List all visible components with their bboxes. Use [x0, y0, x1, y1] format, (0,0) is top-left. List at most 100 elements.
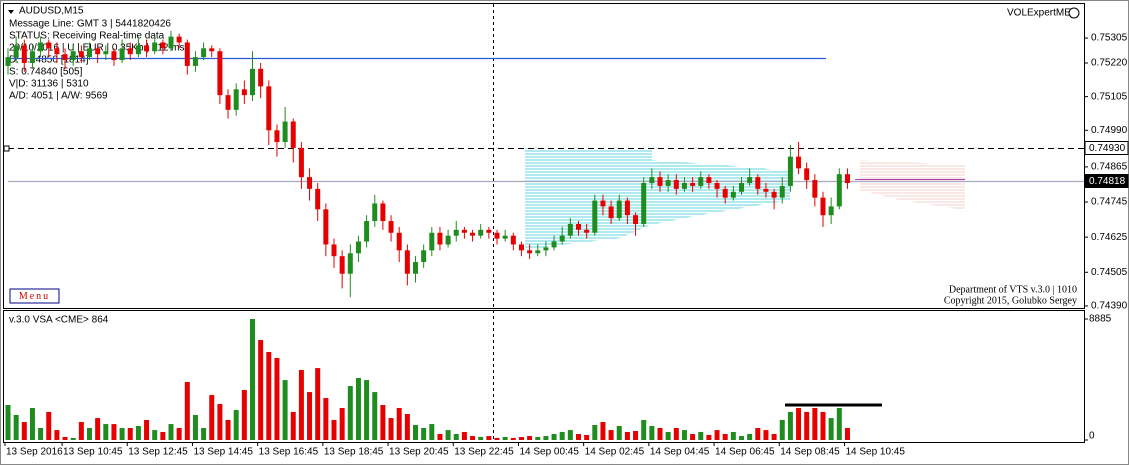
volume-bar	[62, 437, 68, 440]
x-tick-label: 14 Sep 10:45	[845, 447, 905, 458]
candle-body	[144, 45, 150, 52]
volume-bar	[209, 395, 215, 440]
candle-body	[396, 232, 402, 251]
volume-bar	[624, 431, 630, 440]
candle-body	[804, 168, 810, 181]
volume-bar	[119, 428, 125, 440]
candle-body	[152, 42, 158, 52]
indicator-icon[interactable]	[1068, 7, 1080, 19]
candle-body	[698, 177, 704, 186]
volume-bar	[518, 437, 524, 440]
volume-bar	[641, 419, 647, 440]
x-tick-label: 14 Sep 00:45	[519, 447, 579, 458]
candle-body	[364, 221, 370, 242]
candle-body	[307, 177, 313, 189]
volume-bar	[103, 424, 109, 440]
volume-bar	[78, 422, 84, 440]
x-tick-label: 14 Sep 08:45	[780, 447, 840, 458]
candle-body	[437, 232, 443, 245]
volume-bar	[413, 425, 418, 440]
info-line: V|D: 31136 | 5310	[9, 79, 89, 90]
candle-body	[755, 177, 761, 189]
candle-body	[78, 51, 84, 58]
y-tick-label: 0.74390	[1091, 301, 1128, 312]
indicator-name: VOLExpertME	[1007, 8, 1071, 19]
candle-body	[828, 206, 834, 216]
volume-bar	[184, 381, 190, 440]
volume-bar	[168, 424, 174, 440]
candle-body	[5, 57, 11, 66]
candle-body	[453, 229, 459, 236]
menu-button[interactable]	[9, 288, 60, 304]
volume-bar	[127, 428, 133, 440]
volume-bar	[698, 431, 704, 440]
volume-bar	[747, 434, 753, 440]
candle-body	[404, 250, 410, 274]
y-tick-label: 0.74625	[1091, 232, 1128, 243]
x-tick-label: 13 Sep 18:45	[324, 447, 384, 458]
x-tick-label: 13 Sep 16:45	[259, 447, 319, 458]
volume-bar	[755, 428, 761, 440]
volume-bar	[828, 418, 834, 440]
volume-bar	[95, 418, 101, 440]
candle-body	[633, 215, 639, 224]
volume-profile-faded	[860, 160, 965, 210]
candle-body	[518, 244, 524, 251]
candle-body	[217, 51, 223, 96]
candle-body	[722, 188, 728, 198]
volume-bar	[836, 407, 842, 440]
volume-bar	[323, 398, 329, 440]
volume-bar	[274, 358, 280, 440]
y-tick-label: 0.75220	[1091, 58, 1128, 69]
volume-bar	[225, 419, 231, 440]
candle-body	[135, 45, 141, 55]
candle-body	[494, 232, 500, 239]
volume-bar	[250, 319, 255, 440]
candle-body	[176, 36, 182, 43]
volume-bar	[364, 380, 370, 440]
candle-body	[95, 48, 101, 55]
footer-line: Department of VTS v.3.0 | 1010	[949, 284, 1077, 295]
volume-bar	[372, 392, 378, 440]
level-label: 0.74930	[1089, 143, 1126, 154]
candle-body	[641, 182, 647, 224]
x-tick-label: 13 Sep 12:45	[128, 447, 188, 458]
volume-bar	[779, 419, 785, 440]
menu-label[interactable]: Menu	[19, 291, 50, 302]
x-tick-label: 14 Sep 02:45	[585, 447, 645, 458]
volume-bar	[355, 378, 361, 440]
volume-bar	[690, 434, 696, 440]
candle-body	[559, 235, 565, 242]
symbol: AUDUSD,M15	[19, 6, 84, 17]
candle-body	[380, 203, 386, 222]
y-tick-label: 0.74990	[1091, 125, 1128, 136]
footer-line: Copyright 2015, Golubko Sergey	[944, 295, 1077, 306]
volume-bar	[38, 428, 44, 440]
candle-body	[274, 130, 280, 143]
volume-bar	[584, 434, 590, 440]
x-tick-label: 14 Sep 04:45	[650, 447, 710, 458]
x-tick-label: 14 Sep 06:45	[715, 447, 775, 458]
volume-bar	[787, 411, 793, 440]
volume-bar	[649, 425, 655, 440]
volume-bar	[722, 434, 728, 440]
candle-body	[209, 48, 215, 52]
candle-body	[388, 221, 394, 233]
candle-body	[315, 188, 321, 210]
volume-bar	[820, 411, 826, 440]
volume-bar	[616, 425, 622, 440]
candle-body	[527, 250, 533, 254]
candle-body	[355, 241, 361, 254]
volume-bar	[339, 407, 345, 440]
volume-bar	[673, 428, 679, 440]
candle-body	[657, 177, 663, 186]
candle-body	[706, 177, 712, 183]
candle-body	[184, 42, 190, 66]
volume-bar	[461, 431, 467, 440]
candle-body	[812, 180, 818, 198]
dropdown-icon[interactable]	[8, 10, 14, 14]
volume-bar	[266, 352, 272, 440]
candle-body	[624, 200, 630, 216]
candle-body	[576, 223, 581, 230]
